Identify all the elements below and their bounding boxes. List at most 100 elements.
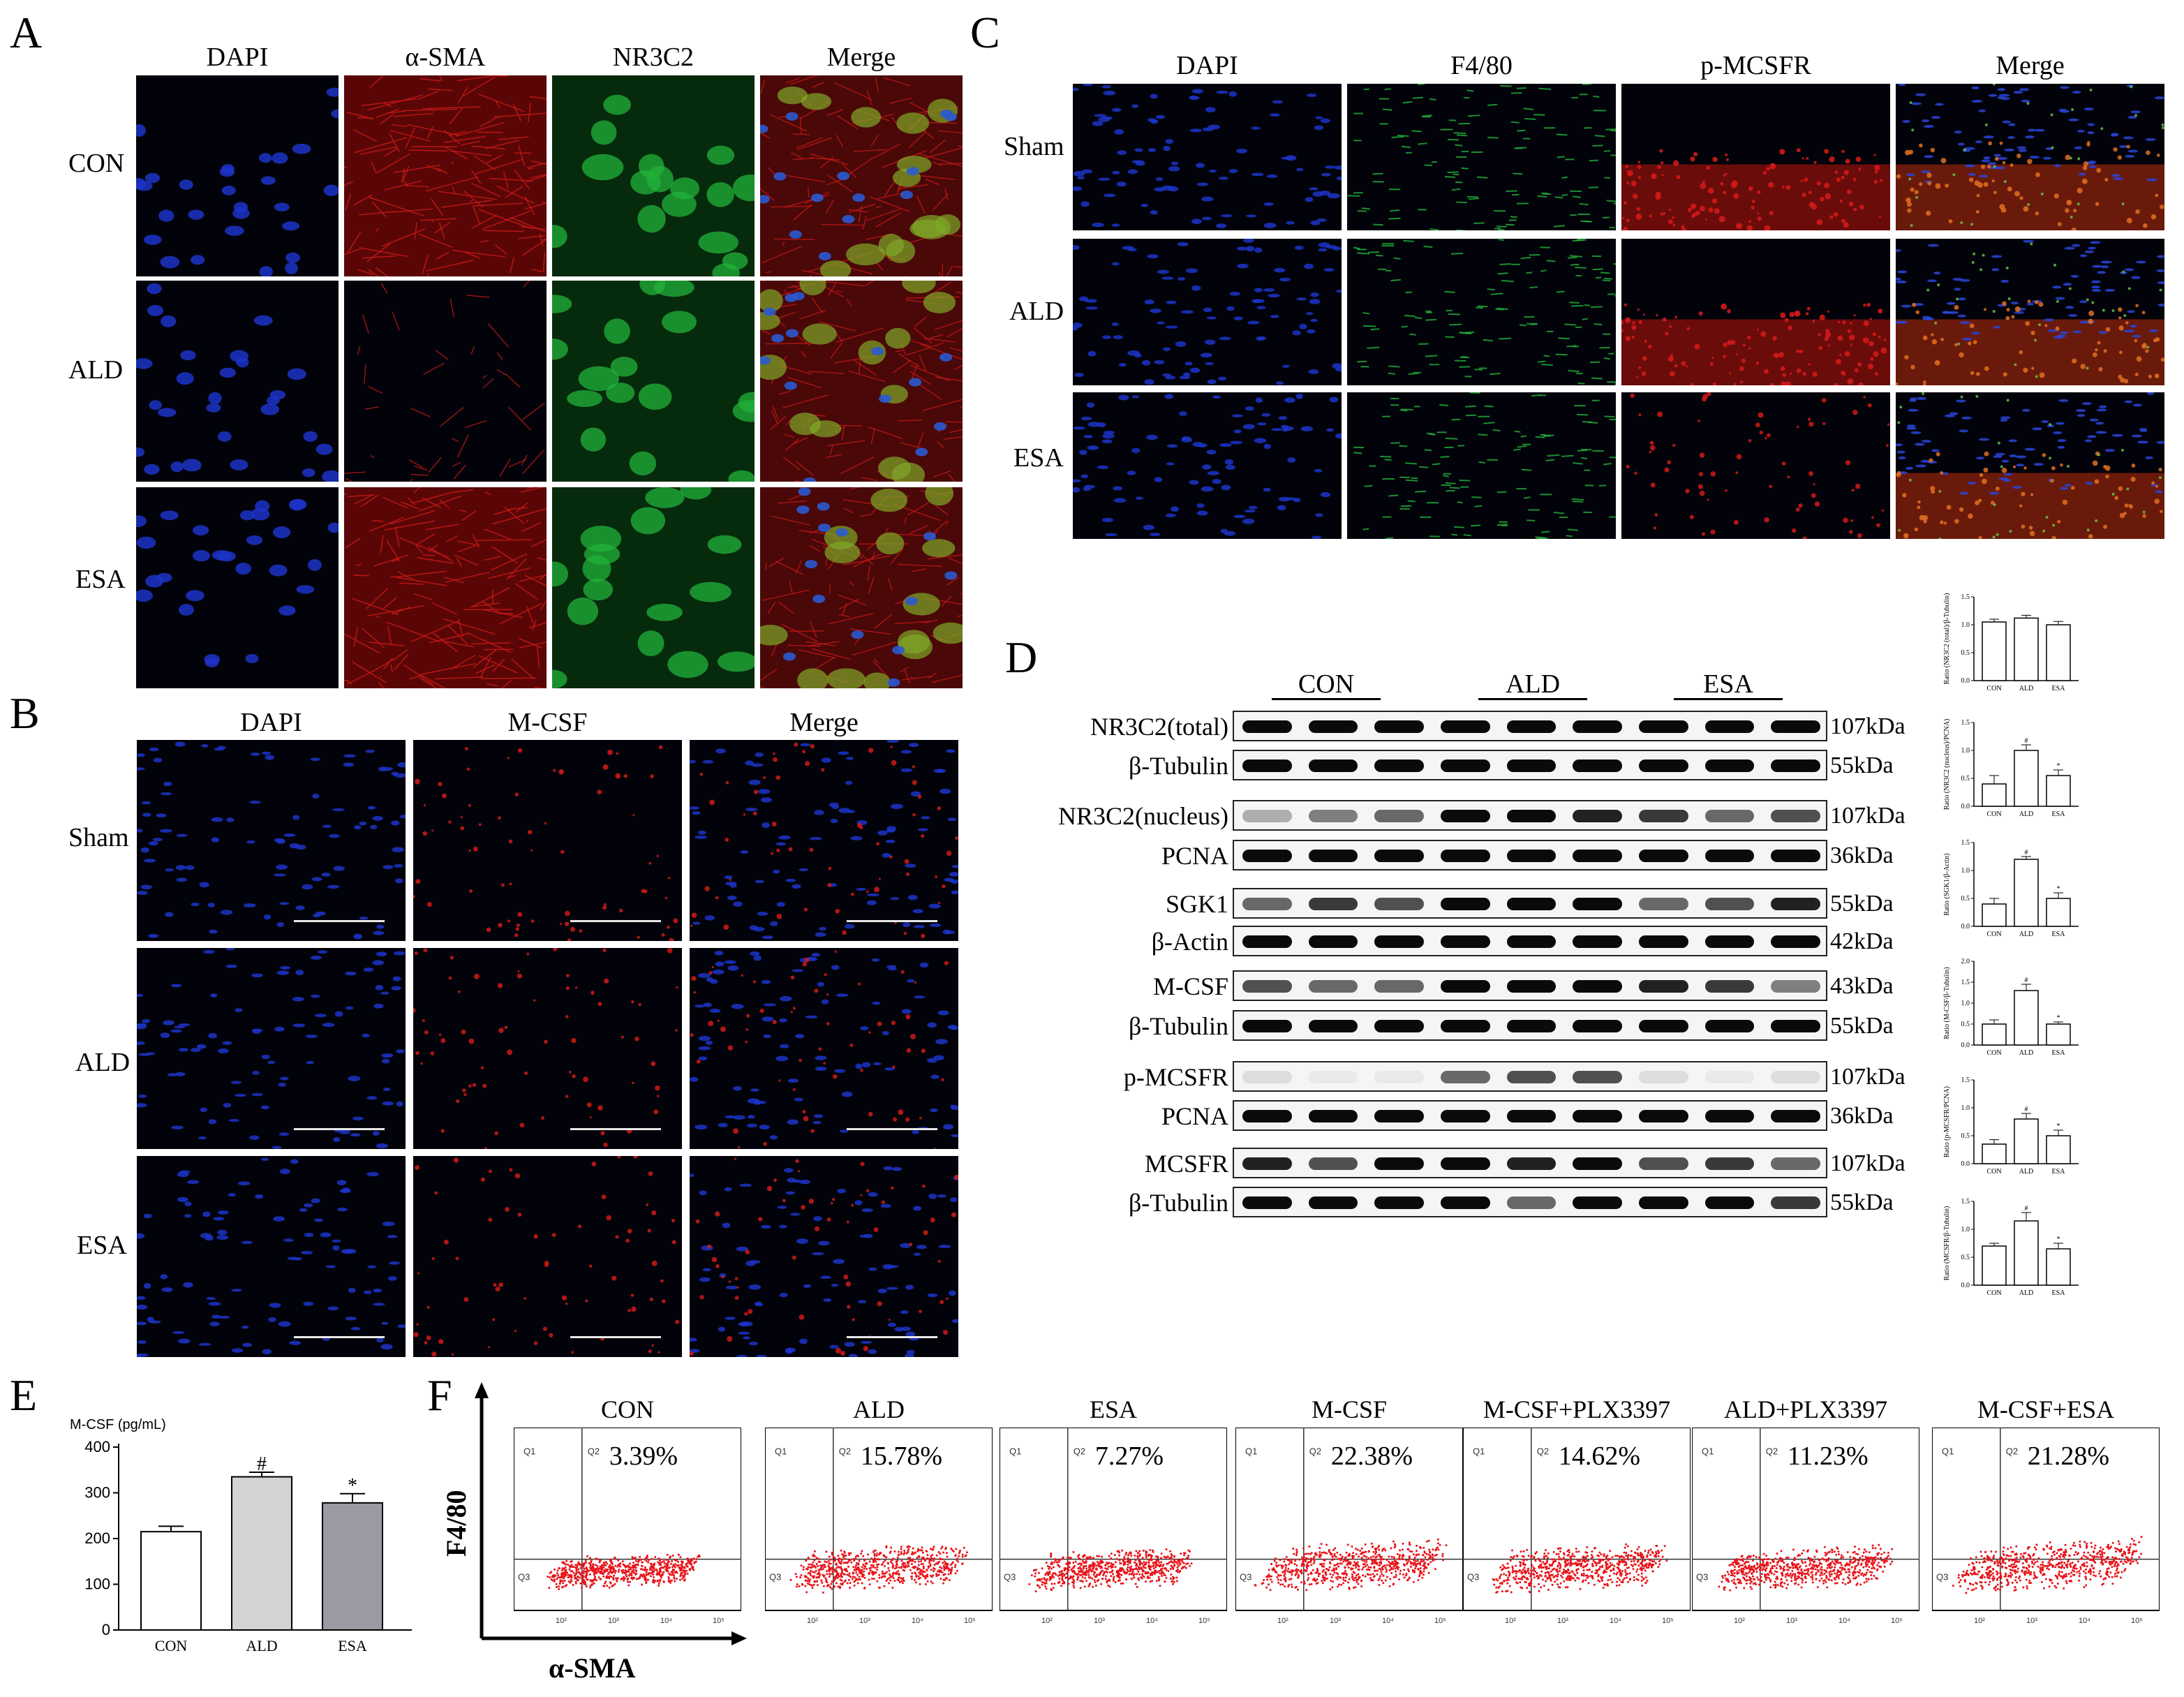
blot-band: [1704, 935, 1755, 948]
minichart-tick: 0.5: [1961, 1254, 1970, 1261]
blot-band: [1639, 810, 1688, 822]
blot-band: [1308, 898, 1358, 910]
minichart-tick: 1.0: [1961, 1000, 1970, 1007]
panel-letter-d: D: [1005, 632, 1038, 682]
flow-axis-tick: 10²: [556, 1617, 567, 1625]
blot-label: β-Tubulin: [1128, 752, 1228, 780]
panel-letter-b: B: [10, 688, 40, 738]
flow-plot-percentage: 11.23%: [1787, 1442, 1869, 1471]
flow-axis-tick: 10³: [1094, 1617, 1105, 1625]
panel-c-image-ald-f480: [1347, 239, 1616, 385]
panel-c-image-esa-merge: [1896, 392, 2164, 539]
scale-bar: [570, 920, 661, 922]
minichart-bar: [2014, 859, 2039, 927]
micrograph-image: [1621, 239, 1890, 385]
panel-d-minichart: 0.0 0.5 1.0 1.5 Ratio (NR3C2 (total)/β-Tubul…: [1943, 593, 2079, 692]
minichart-category: ESA: [2052, 685, 2066, 692]
minichart-ylabel: Ratio (NR3C2 (nucleus)/PCNA): [1943, 719, 1951, 810]
flow-plot-percentage: 7.27%: [1094, 1442, 1164, 1471]
minichart-tick: 0.0: [1961, 1282, 1970, 1289]
minichart-tick: 1.0: [1961, 1226, 1970, 1233]
minichart-category: ESA: [2052, 1049, 2066, 1057]
blot-band: [1506, 980, 1557, 993]
blot-band: [1704, 1071, 1755, 1083]
flow-axis-tick: 10⁵: [2131, 1617, 2143, 1625]
blot-band: [1506, 810, 1557, 822]
blot-strip-nr3c2-total-: [1233, 711, 1827, 741]
blot-band: [1704, 1020, 1755, 1032]
micrograph-image: [136, 281, 339, 482]
minichart-significance: *: [2057, 762, 2060, 770]
flow-plot: Q1 Q2 Q3 10² 10³ 10⁴ 10⁵: [1692, 1428, 1919, 1625]
blot-kda: 107kDa: [1830, 1150, 1906, 1176]
micrograph-image: [690, 1156, 958, 1357]
minichart-tick: 1.0: [1961, 1104, 1970, 1112]
minichart-bar: [2014, 990, 2039, 1046]
blot-band: [1374, 759, 1424, 772]
blot-band: [1441, 935, 1490, 948]
micrograph-image: [1621, 84, 1890, 230]
blot-label: β-Tubulin: [1128, 1189, 1228, 1217]
panel-b-image-sham-dapi: [137, 740, 406, 941]
minichart-bar: [2046, 624, 2071, 681]
minichart-tick: 1.5: [1961, 1076, 1970, 1084]
flow-plot-title: M-CSF: [1311, 1395, 1388, 1423]
blot-band: [1639, 935, 1688, 948]
flow-quadrant-label: Q1: [775, 1446, 787, 1457]
blot-band: [1242, 1020, 1292, 1032]
minichart-bar: [1982, 1023, 2007, 1046]
blot-band: [1639, 1020, 1688, 1032]
blot-band: [1441, 850, 1490, 862]
flow-plot: Q1 Q2 Q3 10² 10³ 10⁴ 10⁵: [1463, 1428, 1691, 1625]
blot-band: [1308, 1071, 1358, 1083]
panel-c-image-ald-merge: [1896, 239, 2164, 385]
micrograph-image: [344, 75, 547, 276]
panel-e-ylabel: M-CSF (pg/mL): [70, 1417, 166, 1432]
minichart-ylabel: Ratio (NR3C2 (total)/β-Tubulin): [1943, 593, 1951, 685]
blot-label: NR3C2(nucleus): [1058, 802, 1228, 830]
flow-axis-tick: 10³: [1330, 1617, 1341, 1625]
blot-band: [1771, 759, 1820, 772]
blot-band: [1374, 1157, 1424, 1170]
panel-c-row-esa: ESA: [1013, 443, 1064, 473]
blot-band: [1374, 935, 1424, 948]
blot-band: [1242, 1110, 1292, 1122]
minichart-bar: [2014, 617, 2039, 681]
panel-a-row-ald: ALD: [68, 355, 124, 385]
minichart-category: ALD: [2019, 1049, 2034, 1057]
flow-quadrant-label: Q2: [1766, 1446, 1778, 1457]
blot-band: [1639, 759, 1688, 772]
panel-b-row-esa: ESA: [77, 1231, 127, 1260]
minichart-bar: [1982, 621, 2007, 681]
micrograph-image: [690, 948, 958, 1149]
flow-plot-title: ESA: [1089, 1395, 1137, 1423]
panel-c-col-merge: Merge: [1996, 51, 2065, 80]
panel-d-minichart: 0.0 0.5 1.0 1.5 Ratio (SGK1/β-Actin) CON # ALD *…: [1943, 839, 2079, 938]
blot-strip-pcna: [1233, 1100, 1827, 1131]
flow-axis-tick: 10³: [608, 1617, 619, 1625]
blot-band: [1374, 1110, 1424, 1122]
blot-kda: 107kDa: [1830, 713, 1906, 739]
panel-b-col-merge: Merge: [789, 708, 859, 737]
panel-a-row-esa: ESA: [75, 565, 126, 594]
minichart-category: CON: [1986, 1168, 2001, 1176]
micrograph-image: [1073, 392, 1342, 539]
panel-b-image-esa-mcsf: [413, 1156, 682, 1357]
flow-axis-tick: 10⁴: [1146, 1617, 1158, 1625]
minichart-category: ESA: [2052, 1289, 2066, 1297]
panel-c-image-sham-pmcsfr: [1621, 84, 1890, 230]
blot-label: β-Tubulin: [1128, 1012, 1228, 1040]
flow-plot-title: CON: [600, 1395, 654, 1423]
panel-b-image-ald-mcsf: [413, 948, 682, 1149]
micrograph-image: [1896, 392, 2164, 539]
panel-a-image-esa-merge: [760, 487, 963, 688]
minichart-category: ALD: [2019, 931, 2034, 938]
blot-strip--tubulin: [1233, 1187, 1827, 1217]
minichart-tick: 0.5: [1961, 775, 1970, 783]
panel-d-group-ald: ALD: [1505, 669, 1561, 699]
blot-band: [1573, 1196, 1622, 1209]
flow-quadrant-label: Q3: [769, 1572, 781, 1583]
blot-label: M-CSF: [1152, 972, 1228, 1000]
flow-plot: Q1 Q2 Q3 10² 10³ 10⁴ 10⁵: [1000, 1428, 1227, 1625]
blot-kda: 55kDa: [1830, 753, 1894, 778]
